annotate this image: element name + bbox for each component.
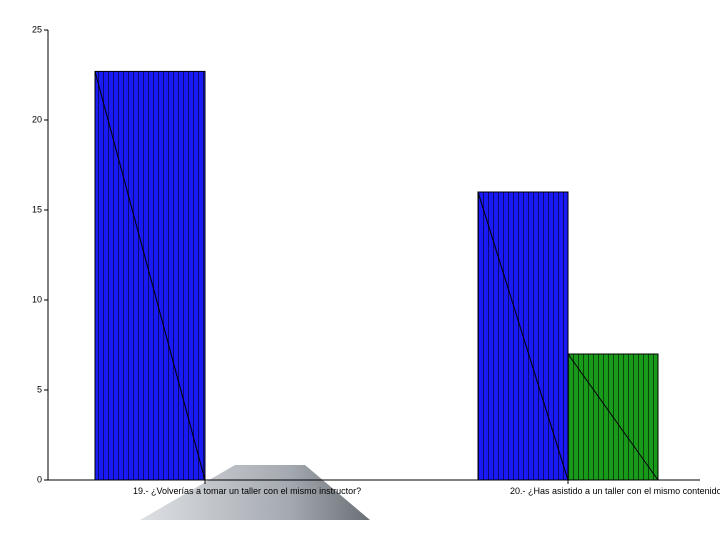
y-tick-label: 0: [37, 474, 42, 484]
plot-area: 0510152025: [48, 30, 700, 480]
category-label: 20.- ¿Has asistido a un taller con el mi…: [510, 486, 720, 496]
bar-chart: 051015202519.- ¿Volverías a tomar un tal…: [48, 30, 700, 480]
y-tick-label: 25: [32, 24, 42, 34]
y-tick-label: 20: [32, 114, 42, 124]
y-tick-label: 10: [32, 294, 42, 304]
category-label: 19.- ¿Volverías a tomar un taller con el…: [133, 486, 361, 496]
y-tick-label: 15: [32, 204, 42, 214]
y-tick-label: 5: [37, 384, 42, 394]
